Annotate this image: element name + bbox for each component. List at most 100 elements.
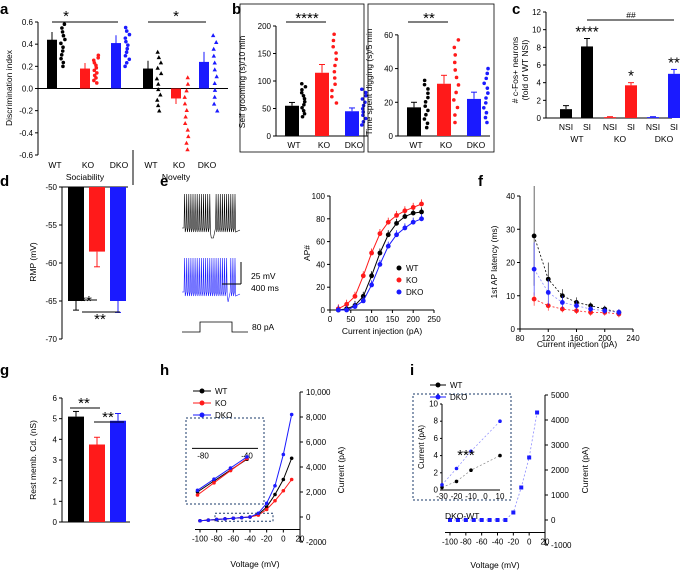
a-point [212,94,217,99]
i-diff-label: DKO-WT [445,511,479,521]
a-point [61,33,66,38]
i-inset-point-dko [454,466,459,471]
a-point [215,108,220,113]
a-yaxis-tick-label: 0.6 [22,18,34,27]
pb-point [302,96,307,101]
pb2-group-label: WT [409,140,422,150]
c-ylabel: # c-Fos+ neurons [510,37,520,103]
a-point [155,97,160,102]
h-xtick-label: -100 [192,535,209,544]
a-section-label: Sociability [66,172,105,182]
pb2-point [454,75,459,80]
g-ylabel: Rest memb. Cd. (nS) [28,420,38,500]
i-inset-xtick-label: 10 [496,492,505,501]
i-xtick-label: -100 [442,538,459,547]
f-yaxis-tick-label: 30 [506,225,515,234]
c-yaxis-tick-label: 12 [532,8,541,17]
h-point [281,477,286,482]
a-point [158,71,164,76]
a-point [126,43,130,47]
a-group-label: WT [48,160,61,170]
c-yaxis-tick-label: 6 [537,61,542,70]
h-inset-point [245,455,249,459]
i-inset-xtick-label: 0 [483,492,488,501]
pb-group-label: DKO [345,140,364,150]
a-yaxis-tick-label: -0.6 [19,151,33,160]
a-point [214,74,219,79]
h-legend-label: DKO [215,411,232,420]
pb-point [334,57,339,62]
h-point [264,507,269,512]
i-inset-xtick-label: -20 [451,492,463,501]
f-point [602,308,608,314]
pb-point [302,102,306,107]
i-inset-ytick-label: 2 [434,468,439,477]
f-yaxis-tick-label: 20 [506,259,515,268]
h-point [289,412,294,417]
a-point [62,22,67,27]
a-yaxis-tick-label: 0.0 [22,85,34,94]
e-point [394,212,399,218]
a-point [185,81,191,86]
a-point [185,127,190,132]
i-inset-line-dko [441,420,501,486]
h-ytick-label: 6,000 [306,438,327,447]
e-point [377,231,383,237]
i-inset-point-dko [440,483,444,487]
i-xtick-label: -80 [460,538,472,547]
pb-bar [285,105,299,136]
pb-yaxis-tick-label: 50 [262,105,271,114]
h-point [239,515,244,520]
i-inset-ytick-label: 6 [434,434,439,443]
a-point [156,87,161,92]
h-point [281,452,286,457]
e-xtick-label: 0 [328,315,333,324]
i-inset-point-wt [469,468,473,473]
pb2-point [485,120,489,125]
h-inset-point [195,493,200,497]
pb2-point [486,66,490,71]
pb2-yaxis-tick-label: 40 [384,65,393,74]
pb-point [360,87,364,92]
i-legend-label: DKO [450,393,467,402]
h-inset-point [212,481,216,485]
pb2-point [423,100,428,104]
c-sig-label: ## [626,10,636,20]
c-group-label: SI [627,122,635,132]
pb-point [332,69,337,74]
h-inset-point [228,468,233,473]
d-yaxis-tick-label: -70 [45,335,57,344]
i-series-line [450,412,538,521]
e-point [410,205,416,210]
a-point [63,37,67,42]
c-genotype-label: DKO [655,134,674,144]
a-point [184,88,189,93]
d-yaxis-tick-label: -55 [45,221,57,230]
e-ylabel: AP# [302,245,312,261]
e-point [335,307,341,313]
e-xlabel: Current injection (pA) [342,326,422,336]
i-ytick-label: 0 [551,516,556,525]
h-xtick-label: -80 [211,535,223,544]
e-trace-wt [182,193,241,239]
a-point [185,147,190,152]
a-point [182,101,188,106]
e-point [360,298,366,304]
e-point [410,219,416,225]
h-point [214,517,219,522]
a-bar [111,43,121,89]
a-group-label: KO [82,160,95,170]
c-yaxis-tick-label: 2 [537,96,542,105]
pb2-point [453,53,458,57]
g-yaxis-tick-label: 0 [53,518,58,527]
f-point [616,309,622,315]
i-point [448,518,452,522]
panel-d-label: d [0,173,9,190]
e-point [394,232,399,238]
c-bar [581,46,593,119]
pb2-point [486,91,490,95]
a-point [158,92,163,97]
panel-b: b 0 50 100 150 200 WT KO DKO **** Self grooming (… [232,1,368,153]
a-point [60,26,64,30]
